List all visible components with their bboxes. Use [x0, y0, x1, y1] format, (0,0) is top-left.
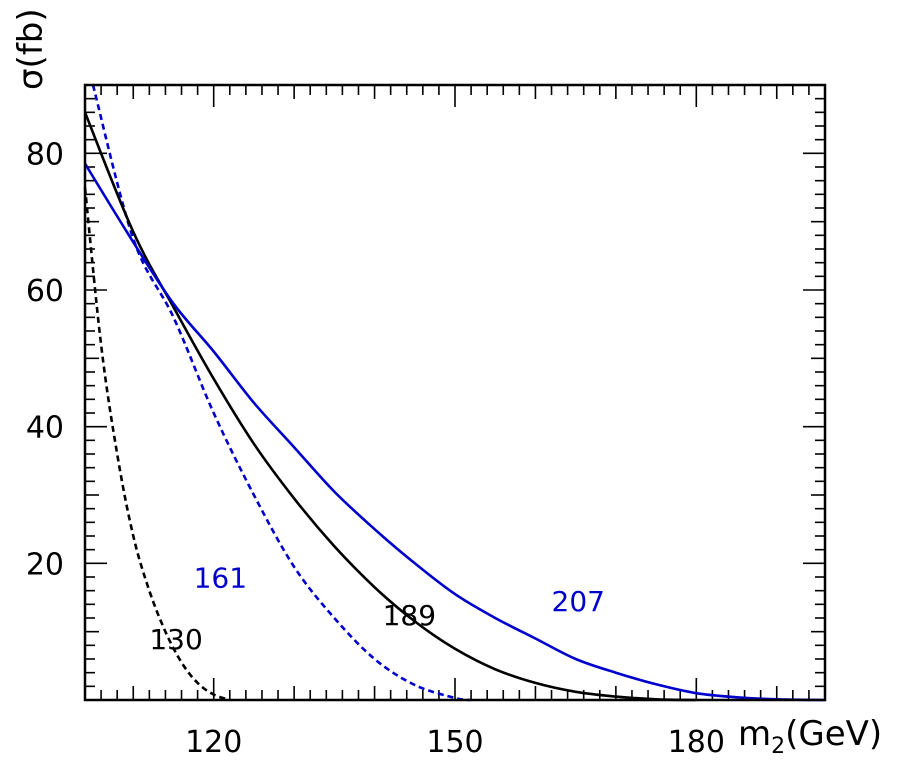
- axis-ticks: [85, 85, 826, 700]
- curves: [83, 84, 826, 702]
- curve-label-161: 161: [194, 561, 247, 594]
- x-axis-title: m2(GeV): [738, 714, 882, 759]
- x-axis-title-subscript: 2: [771, 734, 785, 759]
- curve-207: [83, 162, 826, 702]
- curve-label-207: 207: [552, 585, 605, 618]
- y-axis-title: σ(fb): [11, 8, 51, 90]
- curve-label-189: 189: [383, 599, 436, 632]
- curve-label-130: 130: [149, 623, 202, 656]
- x-tick-label: 180: [668, 725, 725, 760]
- curve-labels: 130 161 189 207: [149, 561, 605, 656]
- curve-130: [83, 187, 231, 702]
- x-axis-title-unit: (GeV): [785, 714, 882, 754]
- x-tick-label: 120: [185, 725, 242, 760]
- y-tick-label: 40: [26, 411, 64, 446]
- x-tick-label: 150: [426, 725, 483, 760]
- plot-frame: [83, 83, 827, 702]
- x-axis-title-main: m: [738, 714, 771, 754]
- curve-189: [83, 111, 697, 702]
- tick-labels: 120 150 180 20 40 60 80: [26, 137, 725, 760]
- y-tick-label: 80: [26, 137, 64, 172]
- y-tick-label: 60: [26, 274, 64, 309]
- y-tick-label: 20: [26, 547, 64, 582]
- curve-161: [91, 84, 472, 702]
